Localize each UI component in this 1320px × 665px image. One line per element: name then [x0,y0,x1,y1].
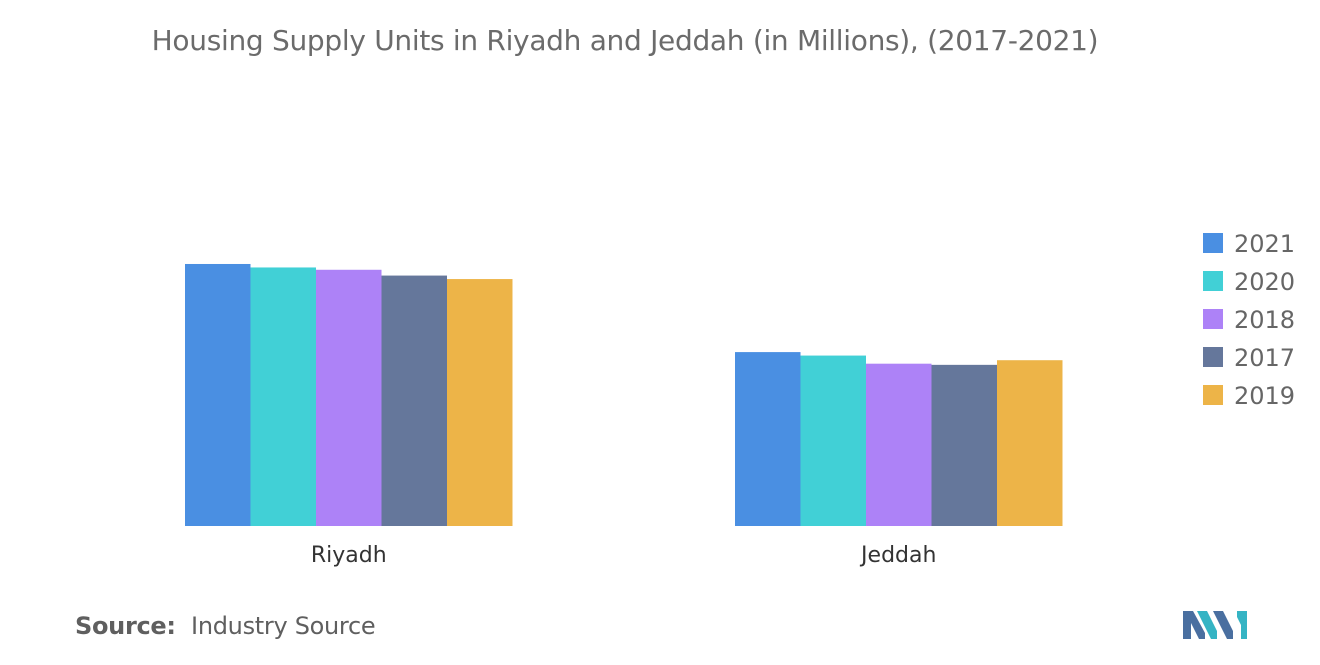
mordor-logo-icon [1183,611,1247,639]
bars-group [185,263,1063,526]
legend-label-2021: 2021 [1234,230,1295,258]
x-tick-label-riyadh: Riyadh [311,543,387,568]
x-axis-labels: Riyadh Jeddah [311,543,937,568]
source-line: Source: Industry Source [75,612,376,640]
source-label: Source: [75,612,176,640]
bar-riyadh-2018 [316,269,382,526]
legend-swatch-2020 [1203,271,1223,291]
bar-jeddah-2020 [800,355,866,526]
legend-swatch-2018 [1203,309,1223,329]
legend-label-2017: 2017 [1234,344,1295,372]
legend-label-2020: 2020 [1234,268,1295,296]
bar-riyadh-2020 [250,267,316,526]
bar-riyadh-2021 [185,263,251,526]
bar-jeddah-2019 [997,360,1063,526]
bar-riyadh-2019 [447,279,513,526]
bar-jeddah-2018 [866,363,932,526]
bar-riyadh-2017 [381,275,447,526]
chart-title: Housing Supply Units in Riyadh and Jedda… [151,24,1099,57]
legend-swatch-2019 [1203,385,1223,405]
legend-label-2019: 2019 [1234,382,1295,410]
legend-swatch-2021 [1203,233,1223,253]
legend-swatch-2017 [1203,347,1223,367]
bar-jeddah-2021 [735,352,801,526]
legend-label-2018: 2018 [1234,306,1295,334]
source-text: Industry Source [191,612,376,640]
legend: 2021 2020 2018 2017 2019 [1203,230,1295,410]
x-tick-label-jeddah: Jeddah [859,543,936,568]
bar-jeddah-2017 [931,364,997,526]
